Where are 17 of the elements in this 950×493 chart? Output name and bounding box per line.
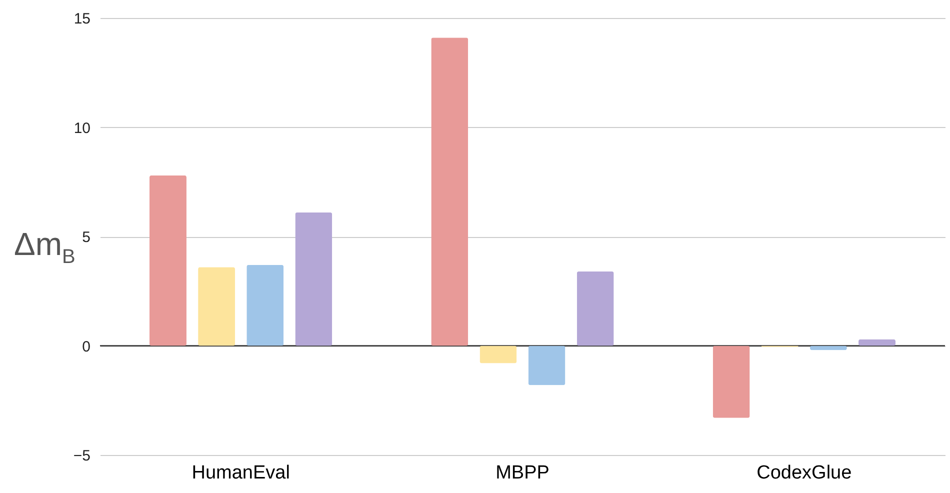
x-tick-label: CodexGlue [756,462,852,484]
bar [712,346,750,418]
bar [246,264,284,346]
y-tick-label: 0 [82,338,90,356]
y-tick-label: 15 [74,10,90,28]
y-tick-label: −5 [73,448,90,464]
bar [295,212,332,346]
bar [576,271,614,346]
y-tick-label: 10 [74,120,90,137]
bar [431,38,468,346]
x-tick-label: MBPP [496,462,550,484]
bar [528,346,566,386]
bar [149,175,186,346]
bar [198,267,236,346]
y-tick-label: 5 [82,229,90,246]
bar [480,346,517,364]
x-tick-label: HumanEval [192,462,290,484]
